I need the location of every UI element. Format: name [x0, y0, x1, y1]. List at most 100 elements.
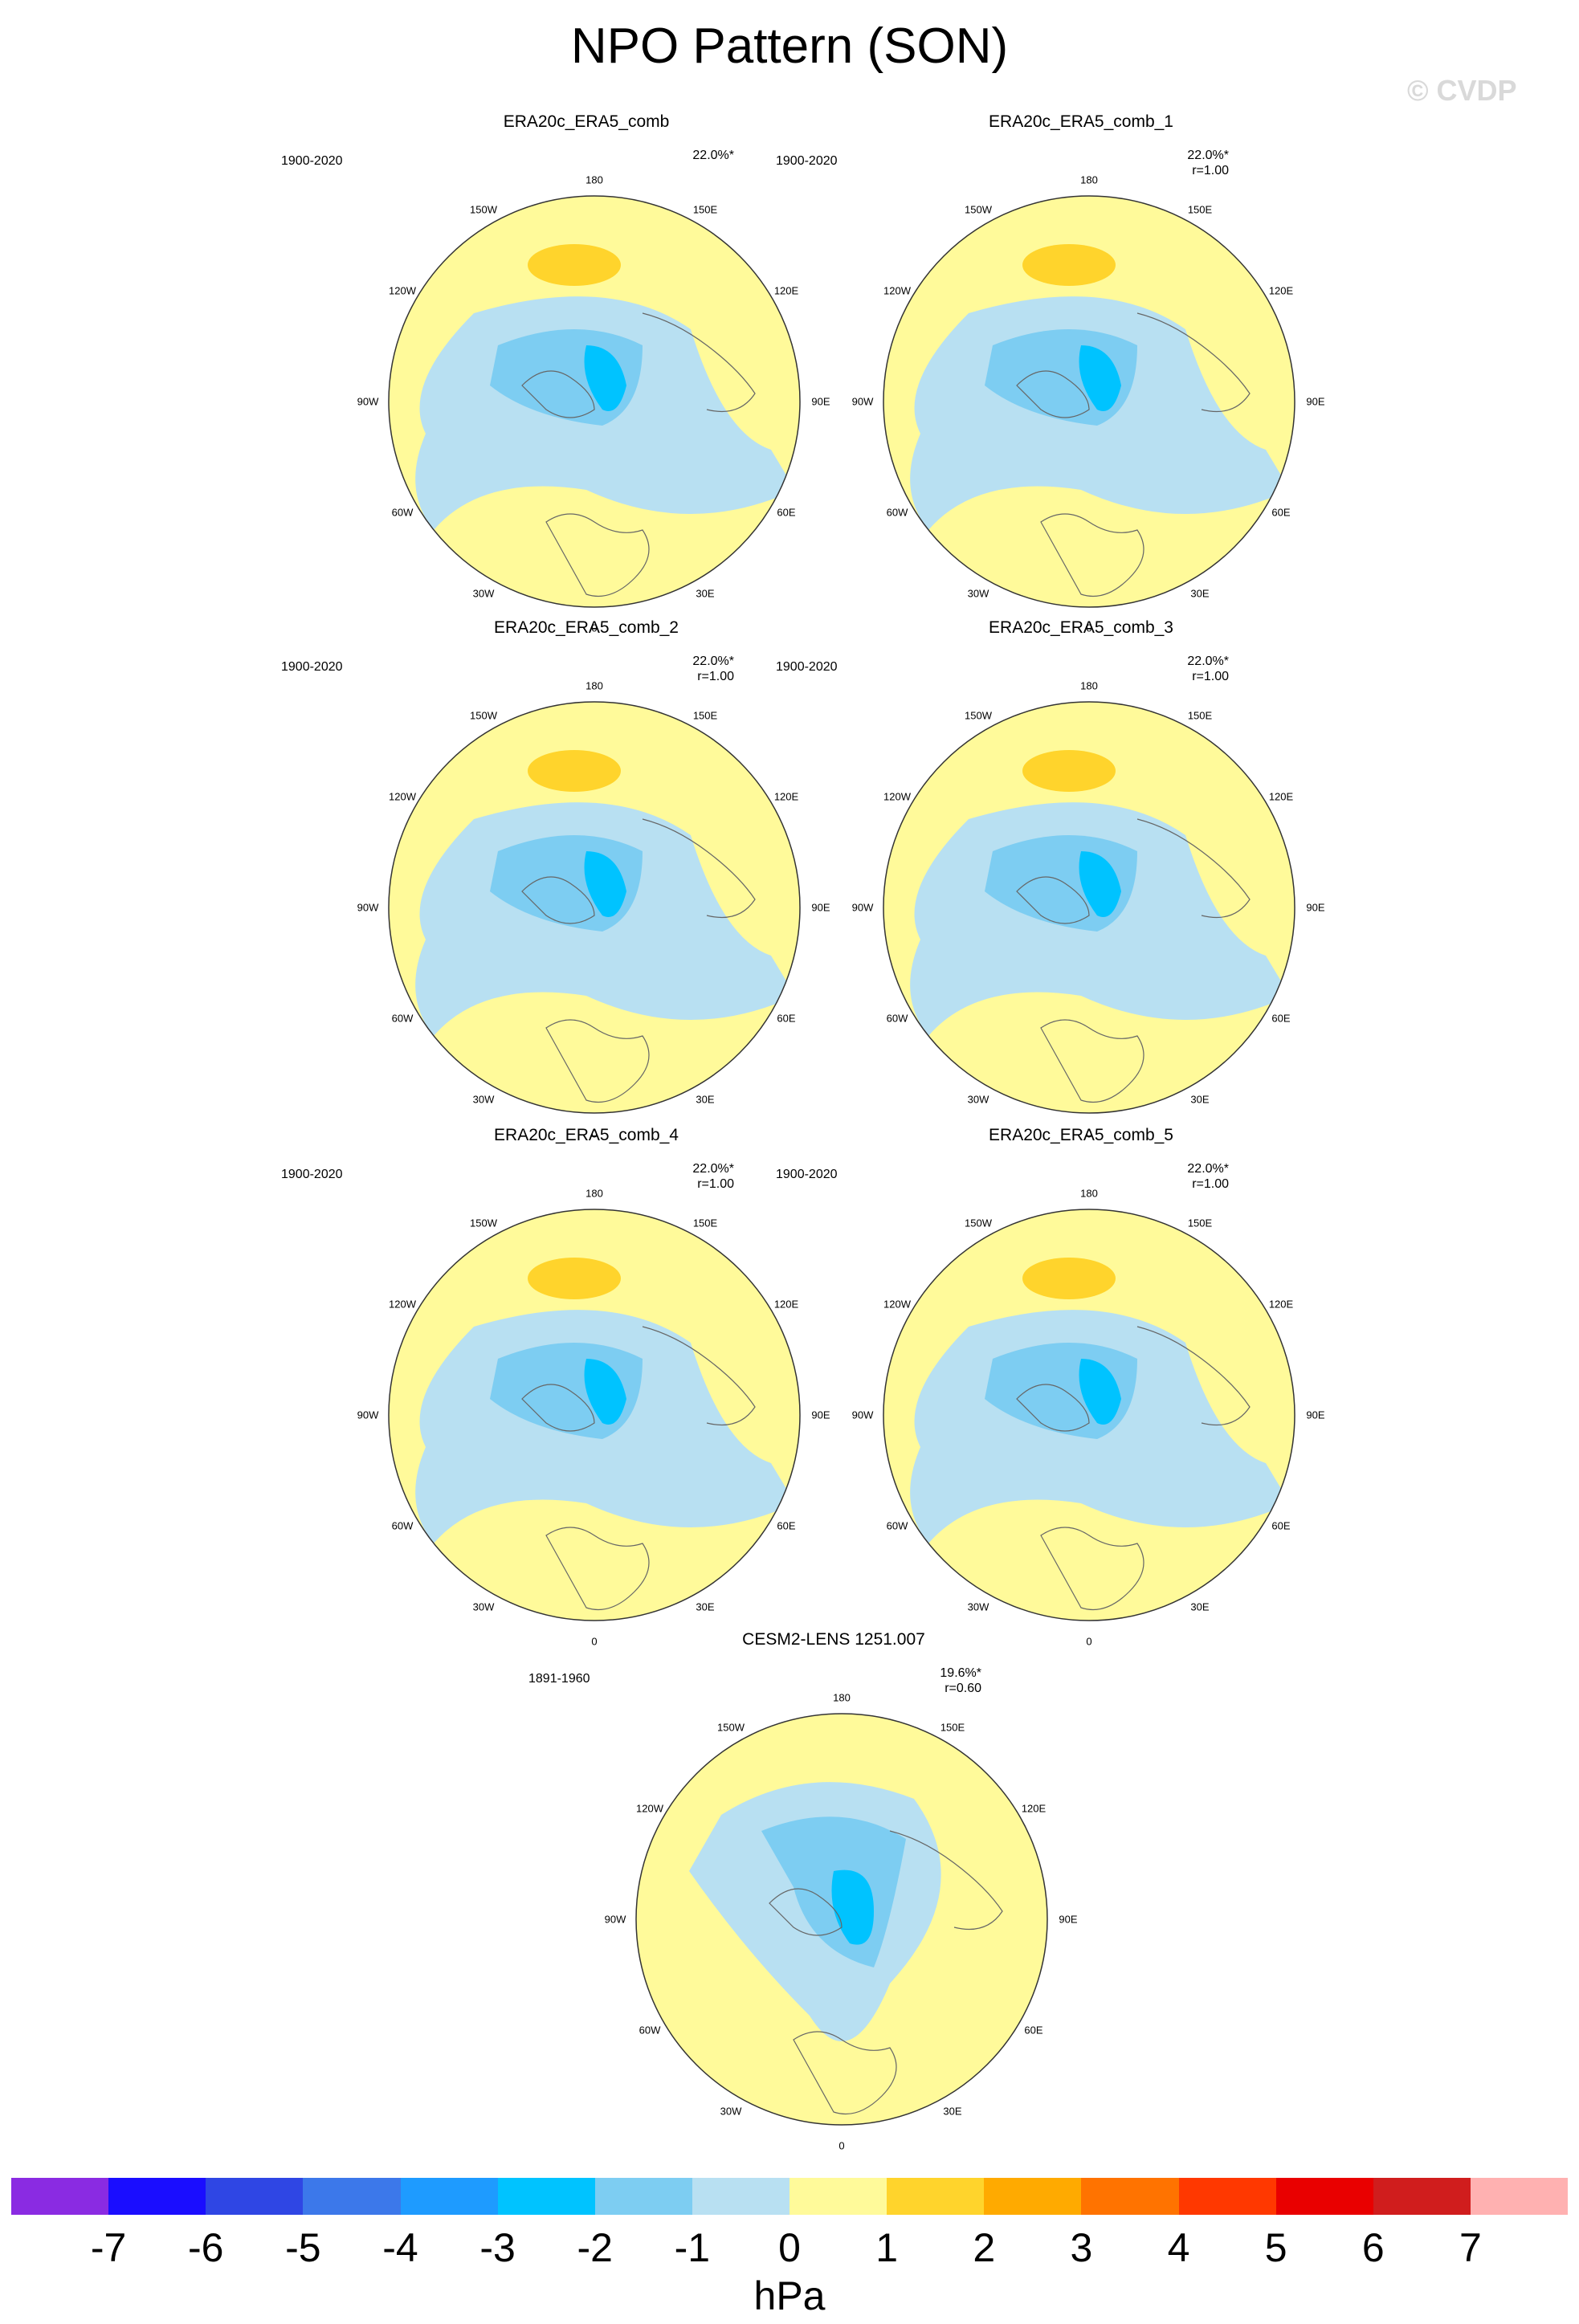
panel-stats: 22.0%* r=1.00 — [692, 654, 734, 683]
lon-label-120E: 120E — [773, 284, 799, 297]
map-panel: ERA20c_ERA5_comb_5 1900-2020 22.0%* r=1.0… — [776, 1126, 1386, 1648]
colorbar-segment — [1081, 2178, 1179, 2215]
colorbar-segment — [1178, 2178, 1276, 2215]
lon-label-0: 0 — [1086, 1635, 1092, 1648]
lon-label-120W: 120W — [389, 284, 416, 297]
colorbar-tick-label: 2 — [973, 2225, 996, 2270]
lon-label-90E: 90E — [811, 1409, 830, 1421]
colorbar-segment — [206, 2178, 304, 2215]
colorbar-unit: hPa — [753, 2273, 826, 2318]
lon-label-0: 0 — [591, 1635, 598, 1648]
panel-years: 1900-2020 — [776, 1168, 838, 1181]
lon-label-60E: 60E — [777, 506, 796, 519]
lon-label-30W: 30W — [720, 2105, 742, 2118]
lon-label-150E: 150E — [692, 203, 718, 216]
map-panel: CESM2-LENS 1251.007 1891-1960 19.6%* r=0.… — [528, 1630, 1139, 2152]
lon-label-120W: 120W — [883, 790, 911, 803]
lon-label-60E: 60E — [1024, 2024, 1043, 2037]
panel-title: ERA20c_ERA5_comb_1 — [989, 112, 1173, 131]
lon-label-0: 0 — [838, 2139, 845, 2152]
panel-stats: 22.0%* r=1.00 — [1187, 149, 1229, 177]
colorbar-segment — [1373, 2178, 1471, 2215]
lon-label-150E: 150E — [1187, 203, 1213, 216]
lon-label-90E: 90E — [1306, 1409, 1325, 1421]
panel-stats: 22.0%* — [692, 149, 734, 162]
lon-label-60E: 60E — [1271, 1012, 1291, 1025]
lon-label-150E: 150E — [1187, 1217, 1213, 1229]
lon-label-90E: 90E — [1059, 1913, 1078, 1926]
colorbar-segment — [11, 2178, 109, 2215]
panel-stats: 22.0%* r=1.00 — [1187, 1162, 1229, 1191]
panel-years: 1900-2020 — [281, 1168, 343, 1181]
colorbar-tick-label: -3 — [479, 2225, 516, 2270]
lon-label-60W: 60W — [886, 1519, 908, 1532]
panel-title: ERA20c_ERA5_comb_5 — [989, 1126, 1173, 1144]
colorbar-segment — [984, 2178, 1082, 2215]
lon-label-120W: 120W — [883, 1298, 911, 1311]
lon-label-30E: 30E — [943, 2105, 962, 2118]
lon-label-90E: 90E — [1306, 901, 1325, 914]
panel-stats: 19.6%* r=0.60 — [940, 1666, 981, 1695]
lon-label-180: 180 — [1080, 173, 1098, 186]
colorbar-tick-label: -2 — [577, 2225, 613, 2270]
lon-label-90W: 90W — [851, 1409, 874, 1421]
lon-label-0: 0 — [1086, 1127, 1092, 1140]
lon-label-60W: 60W — [391, 1012, 414, 1025]
lon-label-60E: 60E — [1271, 506, 1291, 519]
lon-label-60W: 60W — [886, 506, 908, 519]
lon-label-120E: 120E — [1268, 1298, 1294, 1311]
lon-label-180: 180 — [1080, 1187, 1098, 1200]
map-panel: ERA20c_ERA5_comb_3 1900-2020 22.0%* r=1.0… — [776, 618, 1386, 1140]
lon-label-150W: 150W — [470, 203, 497, 216]
colorbar-segment — [400, 2178, 498, 2215]
lon-label-0: 0 — [591, 1127, 598, 1140]
colorbar-segment — [790, 2178, 887, 2215]
lon-label-120W: 120W — [883, 284, 911, 297]
colorbar-segment — [692, 2178, 790, 2215]
lon-label-150W: 150W — [470, 1217, 497, 1229]
colorbar-tick-label: 6 — [1361, 2225, 1385, 2270]
lon-label-0: 0 — [591, 622, 598, 634]
lon-label-30E: 30E — [696, 1600, 715, 1613]
panel-title: ERA20c_ERA5_comb_4 — [494, 1126, 679, 1144]
lon-label-90E: 90E — [1306, 395, 1325, 408]
lon-label-30W: 30W — [967, 1600, 989, 1613]
lon-label-120E: 120E — [773, 790, 799, 803]
panel-years: 1900-2020 — [281, 660, 343, 674]
polar-map — [883, 701, 1295, 1114]
lon-label-30E: 30E — [696, 587, 715, 600]
map-panel: ERA20c_ERA5_comb_2 1900-2020 22.0%* r=1.0… — [281, 618, 892, 1140]
lon-label-30W: 30W — [472, 1093, 495, 1106]
lon-label-120W: 120W — [389, 1298, 416, 1311]
lon-label-150E: 150E — [692, 709, 718, 722]
colorbar-tick-label: 1 — [875, 2225, 899, 2270]
map-panel: ERA20c_ERA5_comb 1900-2020 22.0%* 180 150… — [281, 112, 892, 634]
lon-label-30W: 30W — [472, 587, 495, 600]
lon-label-60E: 60E — [777, 1519, 796, 1532]
colorbar-tick-label: -7 — [90, 2225, 127, 2270]
lon-label-90W: 90W — [357, 1409, 379, 1421]
lon-label-30E: 30E — [1190, 1600, 1210, 1613]
lon-label-30E: 30E — [696, 1093, 715, 1106]
lon-label-30E: 30E — [1190, 587, 1210, 600]
lon-label-90E: 90E — [811, 901, 830, 914]
panel-title: ERA20c_ERA5_comb_3 — [989, 618, 1173, 637]
colorbar-tick-label: 0 — [778, 2225, 801, 2270]
polar-map — [635, 1713, 1048, 2126]
colorbar-segment — [303, 2178, 401, 2215]
colorbar-tick-label: -5 — [285, 2225, 321, 2270]
colorbar-segment — [594, 2178, 692, 2215]
lon-label-90W: 90W — [357, 901, 379, 914]
lon-label-60W: 60W — [391, 506, 414, 519]
lon-label-150W: 150W — [717, 1721, 745, 1734]
colorbar-segment — [1275, 2178, 1373, 2215]
colorbar-tick-label: 4 — [1167, 2225, 1190, 2270]
lon-label-30W: 30W — [967, 587, 989, 600]
colorbar-tick-label: -6 — [188, 2225, 224, 2270]
lon-label-180: 180 — [585, 173, 603, 186]
colorbar-segment — [1470, 2178, 1568, 2215]
panel-title: ERA20c_ERA5_comb — [503, 112, 670, 131]
colorbar-segment — [108, 2178, 206, 2215]
lon-label-30W: 30W — [472, 1600, 495, 1613]
polar-map — [883, 195, 1295, 608]
